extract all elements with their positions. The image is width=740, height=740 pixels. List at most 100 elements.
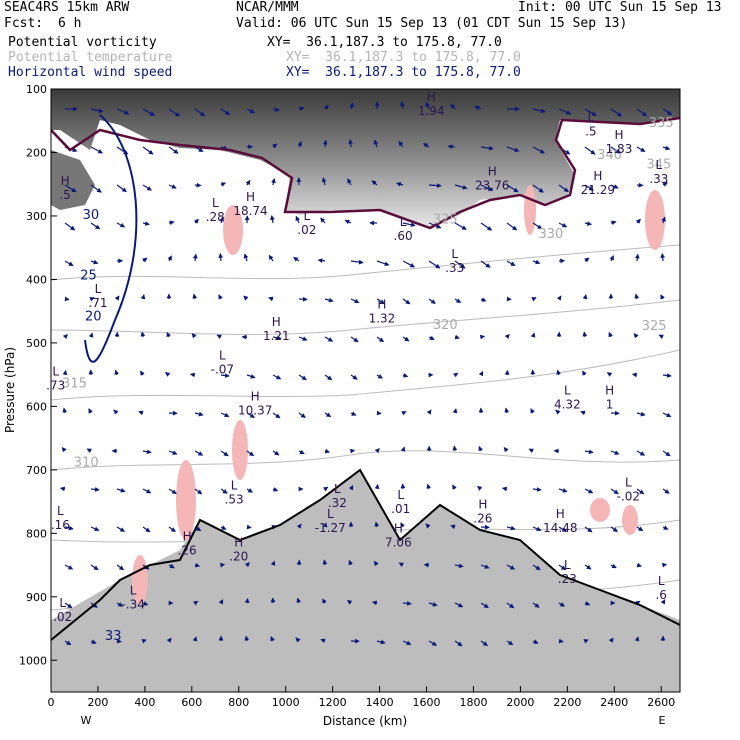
wind-vector xyxy=(113,409,119,415)
theta-contour-label: 320 xyxy=(433,318,458,333)
pv-positive-patches xyxy=(132,185,665,605)
axis-ticks: 0 200 400 600 800 1000 1200 1400 1600 1800 2000 220… xyxy=(19,83,675,709)
y-tick-label: 600 xyxy=(26,400,47,413)
wind-vector xyxy=(90,184,102,193)
wind-vector xyxy=(402,601,412,606)
wind-vector xyxy=(450,103,456,110)
wind-vector xyxy=(558,488,568,493)
wind-vector xyxy=(243,295,249,301)
wind-vector xyxy=(584,108,597,116)
wind-vector xyxy=(447,144,456,150)
wind-vector xyxy=(317,258,326,263)
wind-vector xyxy=(532,526,542,532)
wind-vector xyxy=(480,222,493,231)
wind-vector xyxy=(428,183,442,188)
wind-vector xyxy=(480,564,490,569)
wind-vector xyxy=(64,564,74,570)
wind-vector xyxy=(373,560,379,567)
wind-vector xyxy=(558,602,566,607)
extremum-kind: L xyxy=(95,282,102,296)
theta-contour-label: 330 xyxy=(539,227,564,242)
wind-vector xyxy=(558,564,567,571)
extremum-value: .02 xyxy=(53,610,72,624)
wind-vector xyxy=(374,483,380,490)
wind-vector xyxy=(220,450,229,457)
wind-vector xyxy=(530,332,536,338)
wind-vector xyxy=(349,448,356,454)
wind-vector xyxy=(373,139,379,148)
extremum-kind: L xyxy=(587,110,594,124)
extremum-kind: L xyxy=(52,364,59,378)
wind-vector xyxy=(476,486,483,491)
wind-vector xyxy=(610,108,623,117)
extremum-kind: L xyxy=(564,383,571,397)
wind-vector xyxy=(504,407,510,414)
extremum-kind: L xyxy=(658,574,665,588)
wind-vector xyxy=(428,298,436,304)
wind-vector xyxy=(636,146,646,153)
wind-vector xyxy=(194,450,204,456)
plot-border xyxy=(50,88,681,693)
extremum-kind: H xyxy=(251,390,260,404)
wind-vector xyxy=(298,336,308,341)
wind-vector xyxy=(64,640,72,646)
extremum-kind: L xyxy=(451,247,458,261)
wind-vector xyxy=(293,256,300,262)
wind-vector xyxy=(584,146,596,155)
y-tick-label: 1000 xyxy=(19,654,47,667)
extremum-value: .73 xyxy=(46,378,65,392)
wind-vector xyxy=(661,562,668,568)
wind-vector xyxy=(59,486,66,492)
wind-vector xyxy=(662,182,668,187)
wind-vector xyxy=(610,146,621,154)
wind-vector xyxy=(658,334,664,340)
wind-vector xyxy=(423,143,430,148)
extremum-kind: L xyxy=(59,596,66,610)
wind-vector xyxy=(662,525,669,530)
theta-contour-label: 315 xyxy=(62,376,87,391)
wind-vector xyxy=(90,108,104,114)
terrain-surface xyxy=(51,468,680,641)
wind-vector xyxy=(296,597,302,604)
wind-speed-label: 25 xyxy=(80,268,97,283)
wind-vector xyxy=(116,222,126,228)
wind-vector xyxy=(480,640,488,647)
wind-vector xyxy=(454,222,467,230)
legend-wind-xy: XY= 36.1,187.3 to 175.8, 77.0 xyxy=(286,65,521,80)
wind-vector xyxy=(298,106,305,112)
wind-vector xyxy=(454,260,466,269)
extremum-kind: L xyxy=(656,158,663,172)
wind-vector xyxy=(610,488,619,495)
wind-vector xyxy=(474,105,482,111)
wind-speed-label: 30 xyxy=(83,208,100,223)
wind-vector xyxy=(608,331,613,338)
wind-vector xyxy=(662,145,671,151)
wind-vector xyxy=(558,222,568,228)
wind-vector xyxy=(506,184,519,193)
extremum-value: 1.83 xyxy=(606,142,633,156)
legend-theta-name: Potential temperature xyxy=(8,50,173,65)
wind-vector xyxy=(192,636,198,642)
wind-vector xyxy=(402,260,416,268)
wind-vector xyxy=(350,374,358,380)
y-axis-label: Pressure (hPa) xyxy=(3,347,17,433)
wind-vector xyxy=(478,445,483,452)
wind-vector xyxy=(244,635,250,642)
wind-vector xyxy=(219,216,224,224)
wind-vector xyxy=(324,297,334,303)
wind-vector xyxy=(298,374,307,381)
wind-vector xyxy=(194,108,206,117)
wind-vector xyxy=(348,139,354,148)
wind-vector xyxy=(297,141,302,148)
wind-vector xyxy=(321,177,327,186)
wind-vector xyxy=(610,526,618,533)
extremum-kind: H xyxy=(377,298,386,312)
wind-vector xyxy=(636,526,644,532)
wind-vector xyxy=(660,599,666,605)
init-time: Init: 00 UTC Sun 15 Sep 13 xyxy=(518,0,722,15)
wind-vector xyxy=(428,601,438,607)
wind-vector xyxy=(452,372,459,378)
wind-vector xyxy=(168,146,179,154)
wind-vector xyxy=(402,222,416,228)
wind-vector xyxy=(62,369,68,376)
